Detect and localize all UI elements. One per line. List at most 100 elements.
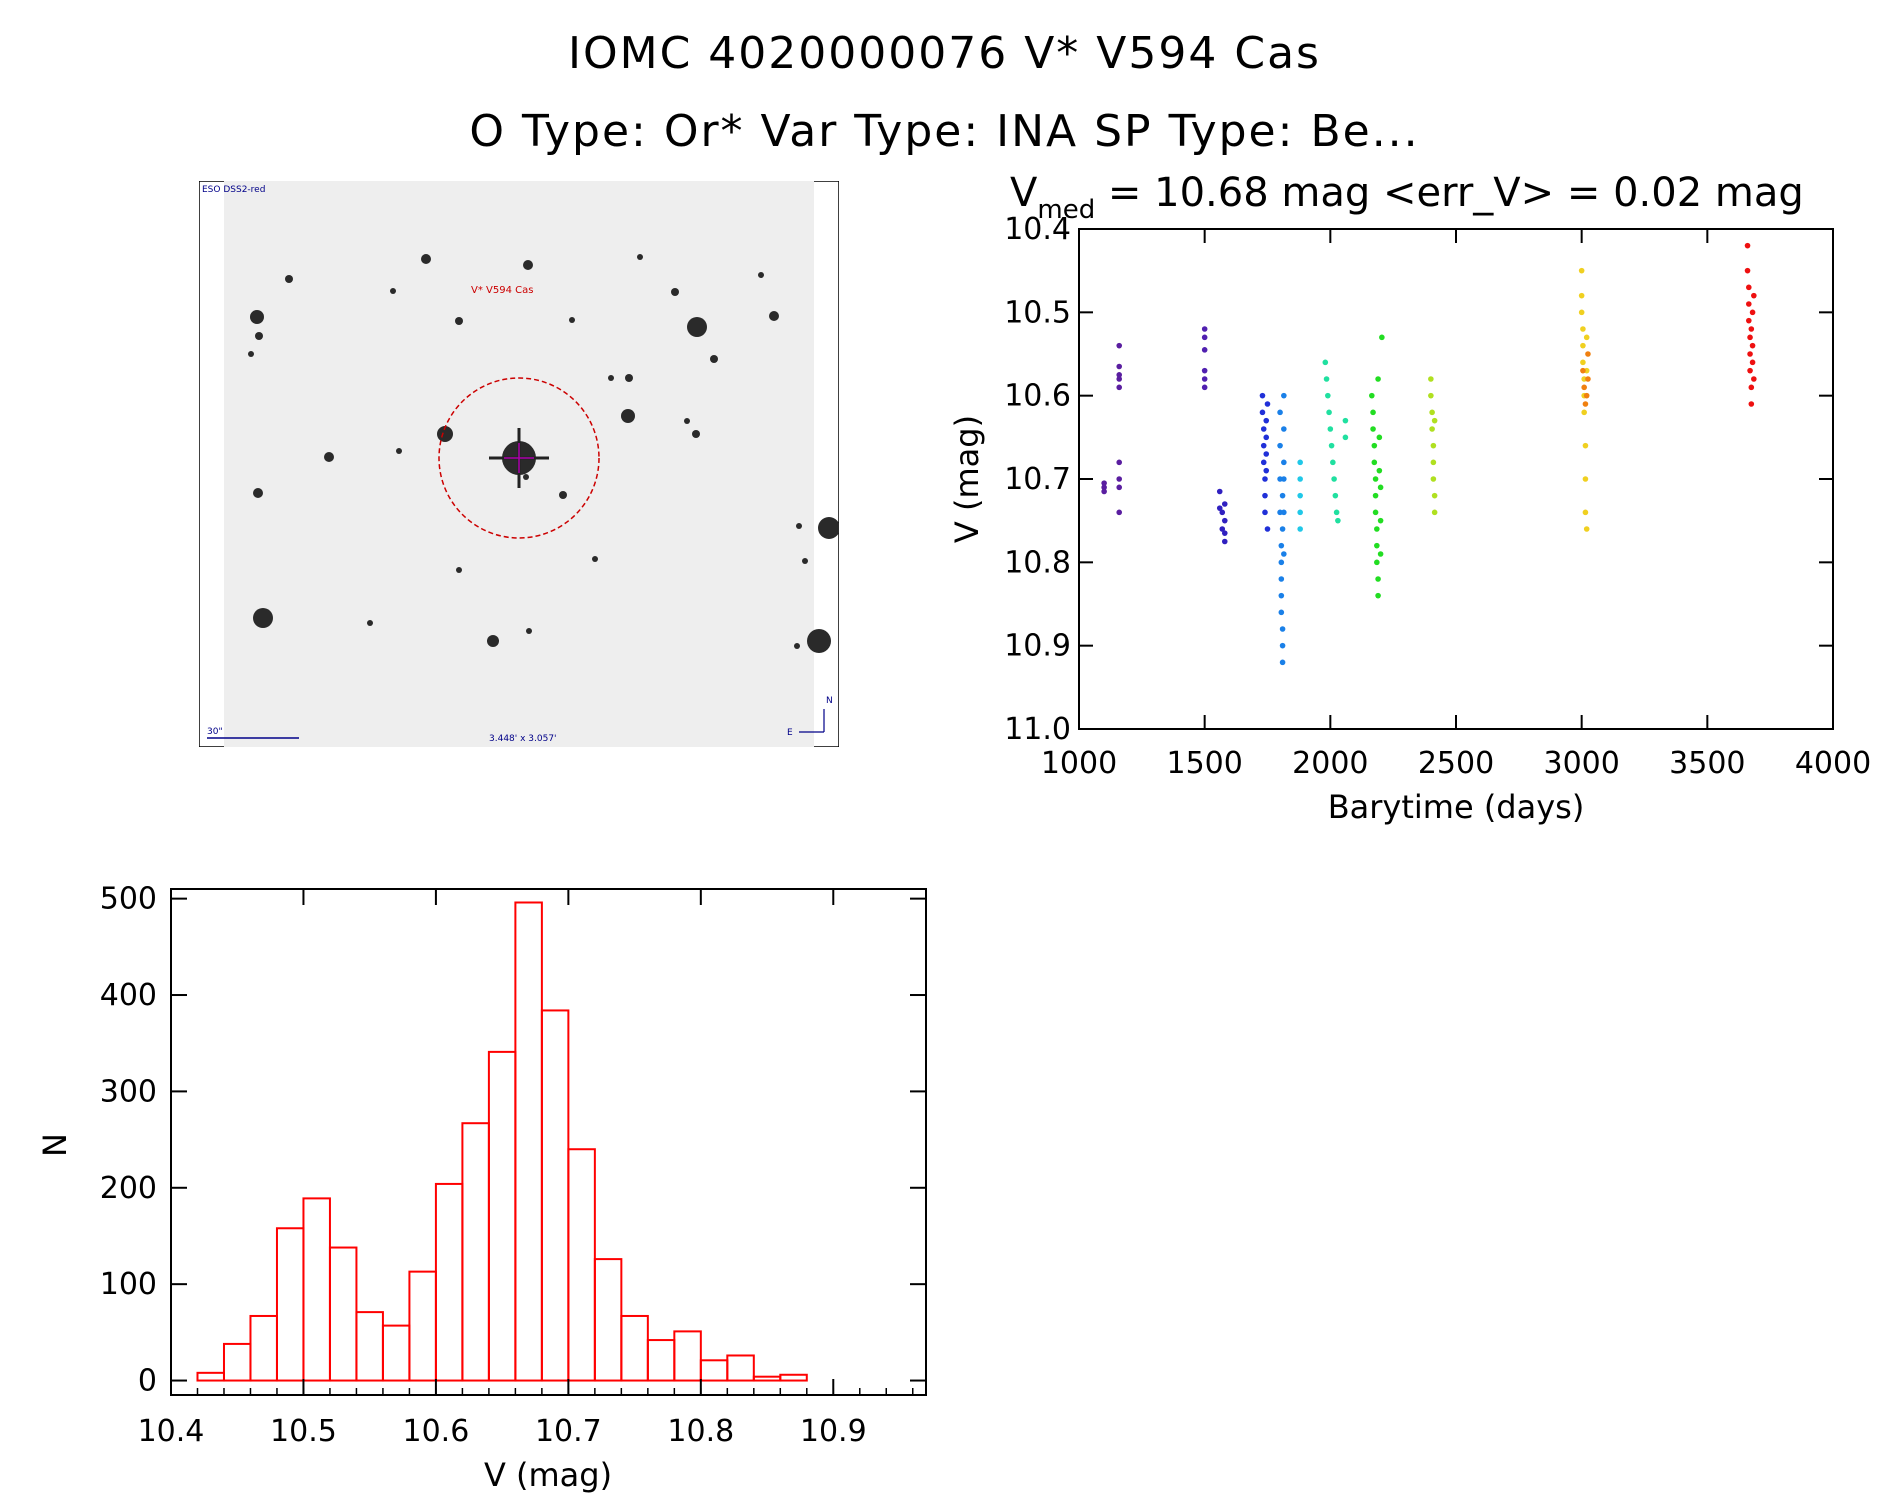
- lc-data-point: [1342, 417, 1349, 424]
- lc-x-tick-label: 3500: [1669, 746, 1745, 781]
- lc-data-point: [1430, 442, 1437, 449]
- histogram-bar: [302, 1197, 331, 1382]
- histogram-bar: [196, 1371, 225, 1382]
- histogram-bar: [275, 1227, 305, 1382]
- lc-data-point: [1585, 351, 1591, 357]
- lc-data-point: [1221, 530, 1228, 536]
- light-curve-plot: 1000 1500 2000 2500 3000 3500 4000 10.4 10.5 10.6…: [948, 212, 1871, 826]
- lc-data-point: [1279, 626, 1286, 632]
- lc-data-point: [1369, 392, 1375, 399]
- lc-data-point: [1101, 480, 1107, 486]
- survey-label: ESO DSS2-red: [202, 185, 265, 195]
- lc-data-point: [1430, 476, 1437, 482]
- hist-x-tick-label: 10.7: [535, 1414, 602, 1449]
- hist-y-tick-label: 100: [100, 1267, 157, 1302]
- lc-data-point: [1116, 509, 1123, 516]
- target-circle: [438, 377, 600, 539]
- chart-title-line2: O Type: Or* Var Type: INA SP Type: Be...: [469, 106, 1420, 157]
- lc-data-point: [1101, 484, 1107, 491]
- lc-data-point: [1116, 342, 1123, 349]
- lc-data-point: [1216, 505, 1223, 511]
- lc-data-point: [1116, 376, 1123, 382]
- lc-data-point: [1335, 517, 1341, 524]
- lc-data-point: [1264, 401, 1271, 407]
- lc-data-point: [1278, 592, 1285, 599]
- histogram-bar: [355, 1311, 384, 1382]
- lc-data-point: [1580, 326, 1586, 332]
- histogram-bar: [540, 1009, 570, 1382]
- lc-data-point: [1219, 526, 1226, 532]
- lc-data-point: [1260, 459, 1267, 466]
- lc-data-point: [1327, 426, 1334, 432]
- lc-data-point: [1372, 492, 1379, 499]
- lc-data-point: [1328, 442, 1335, 449]
- histogram-plot: 10.4 10.5 10.6 10.7 10.8 10.9 0 100 200 300 400 500…: [36, 882, 927, 1494]
- histogram-bar: [620, 1314, 649, 1382]
- hist-y-tick-label: 200: [100, 1171, 157, 1206]
- histogram-bar: [408, 1270, 437, 1382]
- lc-data-point: [1749, 342, 1756, 349]
- target-label: V* V594 Cas: [471, 285, 533, 296]
- lc-data-point: [1581, 409, 1587, 416]
- lc-data-point: [1297, 492, 1303, 499]
- histogram-bar: [328, 1246, 358, 1382]
- lc-data-point: [1374, 559, 1380, 566]
- hist-x-tick-label: 10.8: [667, 1414, 734, 1449]
- lc-data-point: [1262, 476, 1268, 482]
- lc-data-point: [1746, 284, 1752, 291]
- lc-data-point: [1263, 467, 1270, 474]
- lc-data-point: [1278, 576, 1285, 582]
- histogram-bar: [434, 1182, 464, 1382]
- lc-data-point: [1583, 334, 1590, 341]
- lc-data-point: [1279, 526, 1286, 532]
- hist-y-tick-label: 300: [100, 1074, 157, 1109]
- lc-data-point: [1430, 459, 1437, 466]
- lc-data-point: [1580, 359, 1586, 366]
- hist-x-axis-label: V (mag): [484, 1456, 612, 1494]
- lc-data-point: [1262, 492, 1268, 499]
- lc-x-axis-label: Barytime (days): [1328, 788, 1585, 826]
- lc-data-point: [1281, 426, 1287, 432]
- lc-data-point: [1578, 267, 1585, 274]
- lc-data-point: [1376, 467, 1383, 474]
- lc-data-point: [1370, 426, 1376, 432]
- lc-data-point: [1297, 509, 1303, 516]
- lc-data-point: [1582, 509, 1589, 516]
- lc-data-point: [1221, 538, 1228, 545]
- lc-x-tick-label: 1000: [1041, 746, 1117, 781]
- lc-data-point: [1744, 267, 1751, 274]
- lc-data-point: [1582, 442, 1589, 449]
- lc-data-point: [1374, 526, 1380, 532]
- lc-data-point: [1342, 434, 1349, 441]
- lc-data-point: [1322, 359, 1329, 366]
- lc-data-point: [1263, 451, 1270, 457]
- lc-data-point: [1116, 476, 1123, 482]
- lc-data-point: [1578, 309, 1585, 316]
- lc-data-point: [1581, 384, 1587, 391]
- lc-x-tick-label: 4000: [1795, 746, 1871, 781]
- east-label: E: [787, 728, 793, 738]
- histogram-bar: [487, 1050, 517, 1382]
- lc-data-point: [1116, 372, 1123, 378]
- lc-data-point: [1221, 517, 1228, 524]
- lc-data-point: [1262, 509, 1268, 516]
- compass-icon: [799, 709, 825, 733]
- histogram-bar: [673, 1330, 702, 1382]
- lc-data-point: [1259, 392, 1266, 399]
- lc-axes-frame: [1078, 228, 1834, 730]
- histogram-bar: [752, 1375, 782, 1382]
- hist-axes-frame: [170, 888, 927, 1396]
- lc-data-point: [1583, 526, 1590, 532]
- lc-data-point: [1281, 392, 1287, 399]
- lc-data-point: [1297, 526, 1303, 532]
- lc-data-point: [1281, 551, 1287, 557]
- lc-data-point: [1428, 376, 1434, 382]
- lc-data-point: [1429, 409, 1435, 416]
- lc-data-point: [1747, 367, 1753, 374]
- lc-data-point: [1201, 376, 1208, 382]
- lc-data-point: [1201, 384, 1208, 391]
- histogram-bar: [461, 1122, 490, 1382]
- histogram-bar: [646, 1339, 676, 1382]
- lc-data-point: [1377, 484, 1384, 491]
- lc-data-point: [1372, 476, 1379, 482]
